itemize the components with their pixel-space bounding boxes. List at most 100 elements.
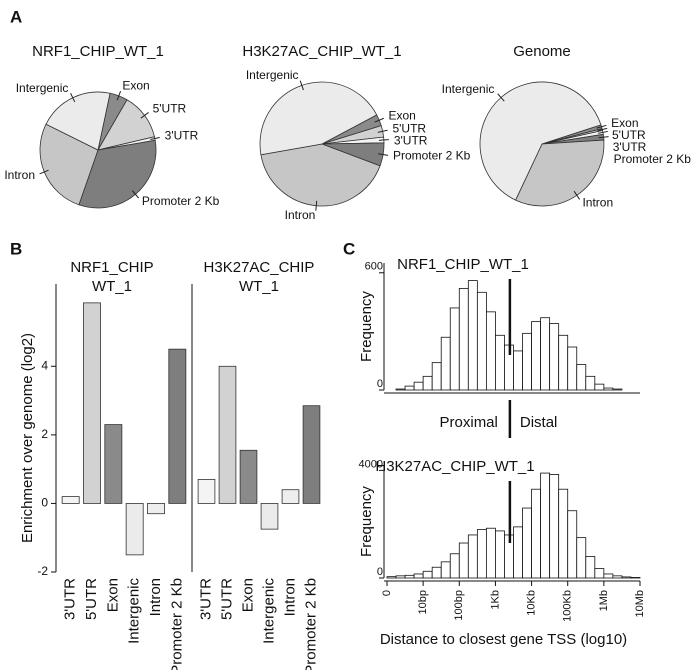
- leader-line: [597, 127, 608, 132]
- histogram-bar: [386, 576, 397, 579]
- histogram-bar: [558, 488, 569, 579]
- y-axis-label: Enrichment over genome (log2): [19, 333, 36, 543]
- slice-label: 3'UTR: [394, 133, 428, 147]
- slice-label: 5'UTR: [392, 121, 426, 135]
- chart-title: H3K27AC_CHIP_WT_1: [242, 43, 401, 60]
- leader-line: [596, 124, 607, 129]
- x-tick-label: 100bp: [453, 590, 465, 621]
- bar: [168, 348, 187, 504]
- leader-line: [378, 153, 389, 156]
- histogram-bar: [621, 576, 632, 579]
- x-tick-label: 3'UTR: [62, 578, 79, 620]
- x-tick-label: Intergenic: [260, 578, 277, 644]
- histogram-bar: [404, 574, 415, 579]
- chart-title: NRF1_CHIP_WT_1: [397, 256, 529, 273]
- histogram-bar: [594, 568, 605, 579]
- histogram-bar: [567, 510, 578, 579]
- histogram-bar: [522, 507, 532, 579]
- histogram-bar: [395, 388, 406, 391]
- histogram-bar: [476, 291, 487, 391]
- histogram-bar: [603, 573, 614, 579]
- chart-title: Genome: [513, 43, 571, 60]
- histogram-bar: [567, 346, 578, 391]
- x-tick-label: 3'UTR: [197, 578, 214, 620]
- histogram-bar: [467, 534, 478, 579]
- histogram-bar: [440, 336, 451, 391]
- histogram-bar: [549, 474, 560, 579]
- leader-line: [598, 136, 609, 139]
- annotation: Proximal: [440, 414, 498, 431]
- histogram-bar: [440, 561, 451, 579]
- slice-label: Exon: [122, 79, 149, 93]
- y-tick-label: 4: [41, 358, 48, 372]
- slice-label: Intergenic: [16, 81, 69, 95]
- histogram-bar: [431, 566, 442, 579]
- x-tick-label: Intron: [281, 578, 298, 616]
- histogram-bar: [540, 472, 551, 579]
- histogram-bar: [495, 530, 505, 579]
- leader-line: [140, 112, 149, 119]
- y-tick-label: 600: [365, 261, 383, 273]
- bar: [239, 449, 258, 504]
- histogram-bar: [467, 280, 478, 391]
- y-tick-label: 0: [377, 566, 383, 578]
- x-tick-label: 5'UTR: [83, 578, 100, 620]
- histogram-bar: [531, 488, 542, 579]
- leader-line: [374, 117, 385, 123]
- histogram-bar: [612, 575, 623, 579]
- histogram-bar: [449, 553, 460, 579]
- leader-line: [299, 80, 304, 91]
- x-tick-label: Exon: [104, 578, 121, 612]
- leader-line: [377, 129, 388, 133]
- histogram-bar: [422, 570, 433, 579]
- histogram-bar: [531, 321, 542, 391]
- leader-line: [573, 190, 581, 200]
- histogram-bar: [576, 364, 587, 391]
- histogram-bar: [476, 529, 487, 579]
- x-tick-label: 1Kb: [489, 590, 501, 610]
- chart-title: NRF1_CHIP: [70, 259, 153, 276]
- histogram-bar: [458, 542, 469, 579]
- histogram-bar: [585, 375, 596, 391]
- histogram-bar: [485, 527, 496, 579]
- slice-label: Promoter 2 Kb: [614, 152, 692, 166]
- bar: [83, 302, 101, 504]
- slice-label: Intergenic: [246, 68, 299, 82]
- leader-line: [497, 93, 505, 102]
- slice-label: Promoter 2 Kb: [142, 194, 220, 208]
- x-tick-label: Promoter 2 Kb: [302, 578, 319, 670]
- x-tick-label: 0: [381, 590, 393, 596]
- histogram-bar: [413, 573, 424, 579]
- bar: [125, 503, 144, 556]
- leader-line: [116, 91, 122, 101]
- histogram-bar: [585, 556, 596, 579]
- slice-label: Intergenic: [442, 82, 495, 96]
- histogram-bar: [603, 387, 614, 391]
- y-axis-label: Frequency: [358, 486, 375, 557]
- chart-title: WT_1: [239, 278, 279, 295]
- slice-label: 5'UTR: [153, 102, 187, 116]
- bar: [260, 503, 279, 530]
- y-axis-label: Frequency: [358, 291, 375, 362]
- x-tick-label: Exon: [239, 578, 256, 612]
- histogram-bar: [449, 307, 460, 391]
- chart-title: WT_1: [92, 278, 132, 295]
- bar: [147, 503, 165, 515]
- histogram-bar: [513, 526, 523, 579]
- histogram-bar: [458, 287, 469, 391]
- chart-title: H3K27AC_CHIP_WT_1: [375, 458, 534, 475]
- slice-label: Exon: [388, 109, 415, 123]
- leader-line: [315, 200, 318, 211]
- x-tick-label: 10Mb: [634, 590, 646, 618]
- y-tick-label: 0: [41, 496, 48, 510]
- x-tick-label: 5'UTR: [218, 578, 235, 620]
- y-tick-label: -2: [37, 564, 48, 578]
- histogram-bar: [540, 317, 551, 391]
- x-axis-label: Distance to closest gene TSS (log10): [380, 631, 627, 648]
- histogram-bar: [630, 577, 641, 579]
- histogram-bar: [576, 537, 587, 579]
- x-tick-label: Promoter 2 Kb: [168, 578, 185, 670]
- bar: [61, 496, 80, 504]
